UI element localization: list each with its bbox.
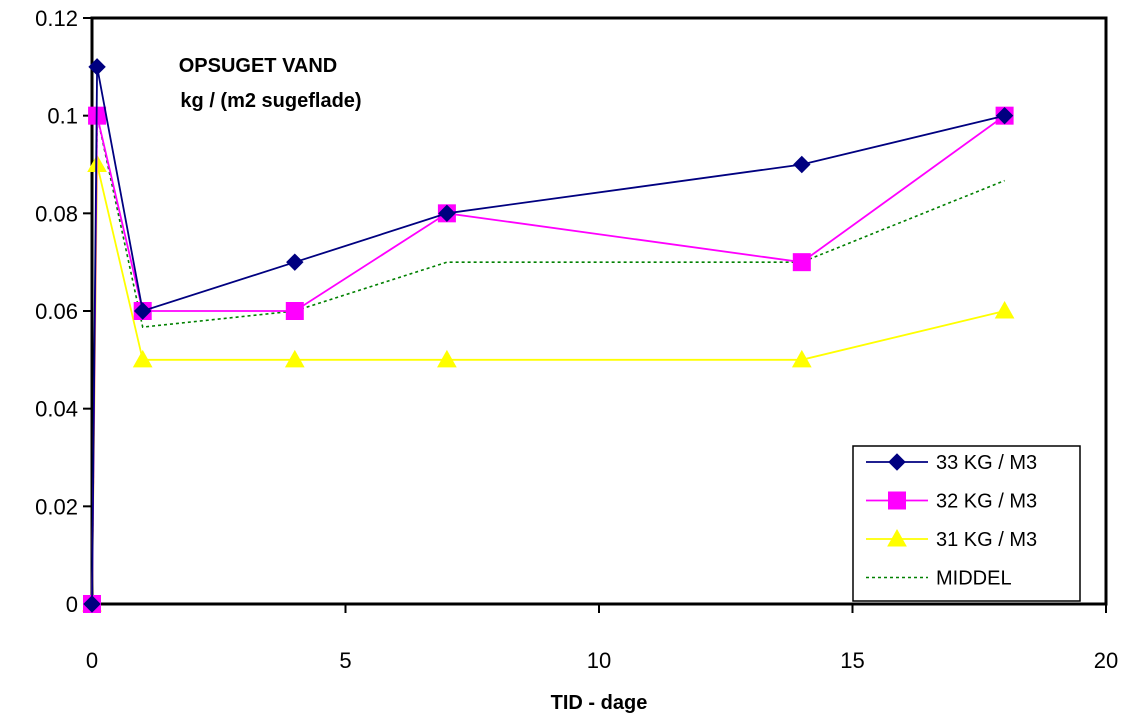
data-point	[133, 302, 152, 320]
y-tick-label: 0.1	[47, 104, 78, 129]
data-point	[792, 253, 811, 272]
data-point	[438, 204, 456, 223]
legend-label: MIDDEL	[936, 568, 1012, 590]
series-1	[83, 58, 1014, 613]
x-tick-label: 0	[86, 648, 98, 673]
y-tick-label: 0.06	[35, 299, 78, 324]
legend-label: 31 KG / M3	[936, 529, 1037, 551]
data-point	[132, 349, 153, 368]
y-tick-label: 0.12	[35, 6, 78, 31]
legend-items: 33 KG / M3 32 KG / M3 31 KG / M3 MIDDEL	[866, 452, 1037, 590]
data-point	[285, 302, 304, 320]
series-layer	[82, 58, 1015, 613]
y-tick-label: 0.04	[35, 397, 78, 422]
legend-item: 32 KG / M3	[866, 491, 1037, 513]
legend-item: 33 KG / M3	[866, 452, 1037, 474]
x-tick-label: 10	[587, 648, 611, 673]
legend-marker	[888, 491, 906, 510]
y-tick-label: 0.02	[35, 494, 78, 519]
legend-label: 32 KG / M3	[936, 491, 1037, 513]
x-tick-label: 15	[840, 648, 864, 673]
axes: 0 0.02 0.04 0.06 0.08 0.1 0.12 0 5 10 15 20	[35, 6, 1118, 673]
chart-subtitle: kg / (m2 sugeflade)	[180, 90, 361, 112]
x-axis-label: TID - dage	[551, 692, 648, 714]
legend-item: MIDDEL	[866, 568, 1012, 590]
legend-marker	[887, 528, 907, 547]
data-point	[791, 349, 812, 368]
legend-marker	[888, 453, 906, 471]
legend: 33 KG / M3 32 KG / M3 31 KG / M3 MIDDEL	[852, 445, 1081, 602]
chart-title: OPSUGET VAND	[179, 55, 338, 77]
legend-box	[852, 445, 1081, 602]
y-tick-label: 0	[66, 592, 78, 617]
data-point	[284, 349, 305, 368]
data-point	[793, 155, 811, 174]
data-point	[83, 595, 101, 613]
x-tick-label: 5	[339, 648, 351, 673]
data-point	[994, 300, 1015, 319]
data-point	[995, 106, 1014, 125]
legend-item: 31 KG / M3	[866, 528, 1037, 551]
data-point	[286, 253, 304, 271]
x-tick-label: 20	[1094, 648, 1118, 673]
legend-label: 33 KG / M3	[936, 452, 1037, 474]
data-point	[88, 58, 106, 76]
y-tick-label: 0.08	[35, 201, 78, 226]
data-point	[437, 349, 457, 368]
